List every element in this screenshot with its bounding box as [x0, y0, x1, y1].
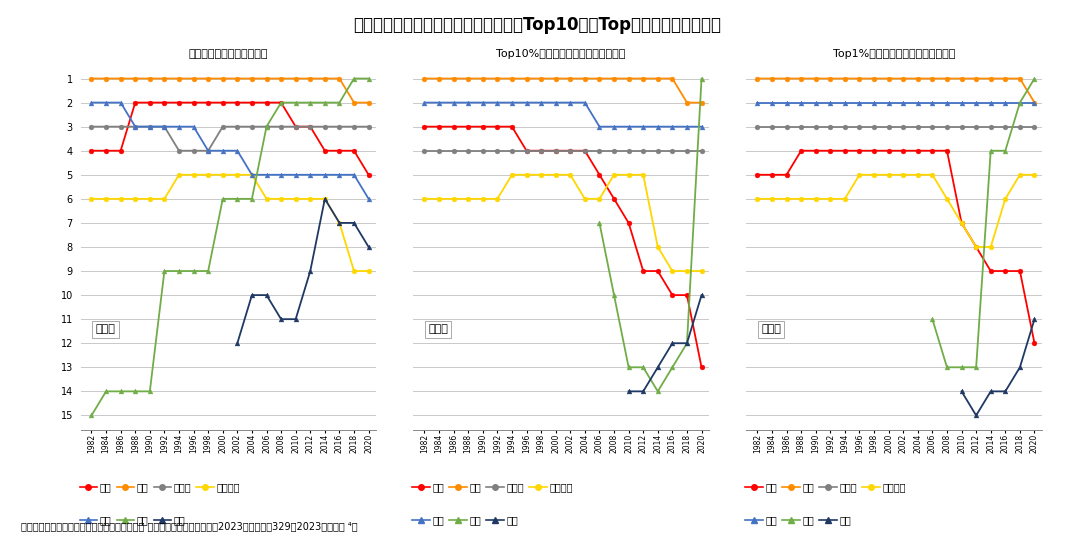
Legend: 英国, 中国, 韓国: 英国, 中国, 韓国 [412, 515, 519, 525]
Legend: 英国, 中国, 韓国: 英国, 中国, 韓国 [745, 515, 852, 525]
Text: 全分野: 全分野 [96, 324, 115, 334]
Text: 図３　主要国の世界ランク（論文数、Top10数、Top１数）の時系列変化: 図３ 主要国の世界ランク（論文数、Top10数、Top１数）の時系列変化 [353, 16, 721, 34]
Title: 全論文数（分数カウント）: 全論文数（分数カウント） [188, 49, 268, 59]
Title: Top10%補正論文数（分数カウント）: Top10%補正論文数（分数カウント） [496, 49, 626, 59]
Legend: 英国, 中国, 韓国: 英国, 中国, 韓国 [79, 515, 186, 525]
Text: 出典：文部科学省　科学技術・学術政策研究所 科学研究のベンチマーキン2023調査資料－329（2023年８月） ⁴）: 出典：文部科学省 科学技術・学術政策研究所 科学研究のベンチマーキン2023調査… [21, 521, 358, 531]
Text: 全分野: 全分野 [761, 324, 781, 334]
Text: 全分野: 全分野 [429, 324, 448, 334]
Title: Top1%補正論文数（分数カウント）: Top1%補正論文数（分数カウント） [833, 49, 955, 59]
